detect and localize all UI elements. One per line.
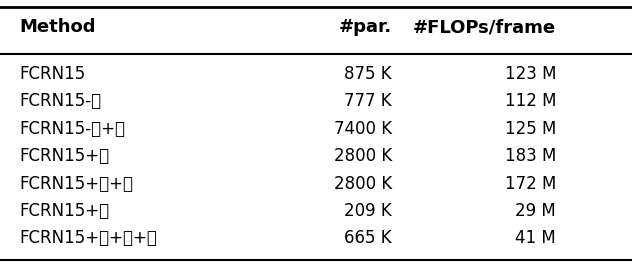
Text: 875 K: 875 K bbox=[344, 65, 392, 83]
Text: FCRN15+Ⓕ+Ⓓ+Ⓟ: FCRN15+Ⓕ+Ⓓ+Ⓟ bbox=[19, 229, 157, 247]
Text: 665 K: 665 K bbox=[344, 229, 392, 247]
Text: FCRN15+Ⓕ: FCRN15+Ⓕ bbox=[19, 202, 109, 220]
Text: 7400 K: 7400 K bbox=[334, 120, 392, 138]
Text: 2800 K: 2800 K bbox=[334, 147, 392, 165]
Text: #FLOPs/frame: #FLOPs/frame bbox=[413, 18, 556, 36]
Text: FCRN15-Ⓒ: FCRN15-Ⓒ bbox=[19, 92, 101, 110]
Text: 777 K: 777 K bbox=[344, 92, 392, 110]
Text: #par.: #par. bbox=[339, 18, 392, 36]
Text: FCRN15+Ⓓ+Ⓟ: FCRN15+Ⓓ+Ⓟ bbox=[19, 175, 133, 192]
Text: 209 K: 209 K bbox=[344, 202, 392, 220]
Text: 123 M: 123 M bbox=[505, 65, 556, 83]
Text: 125 M: 125 M bbox=[505, 120, 556, 138]
Text: FCRN15-Ⓒ+Ⓖ: FCRN15-Ⓒ+Ⓖ bbox=[19, 120, 125, 138]
Text: FCRN15: FCRN15 bbox=[19, 65, 85, 83]
Text: Method: Method bbox=[19, 18, 95, 36]
Text: FCRN15+Ⓓ: FCRN15+Ⓓ bbox=[19, 147, 109, 165]
Text: 112 M: 112 M bbox=[505, 92, 556, 110]
Text: 41 M: 41 M bbox=[516, 229, 556, 247]
Text: 2800 K: 2800 K bbox=[334, 175, 392, 192]
Text: 183 M: 183 M bbox=[505, 147, 556, 165]
Text: 29 M: 29 M bbox=[516, 202, 556, 220]
Text: 172 M: 172 M bbox=[505, 175, 556, 192]
